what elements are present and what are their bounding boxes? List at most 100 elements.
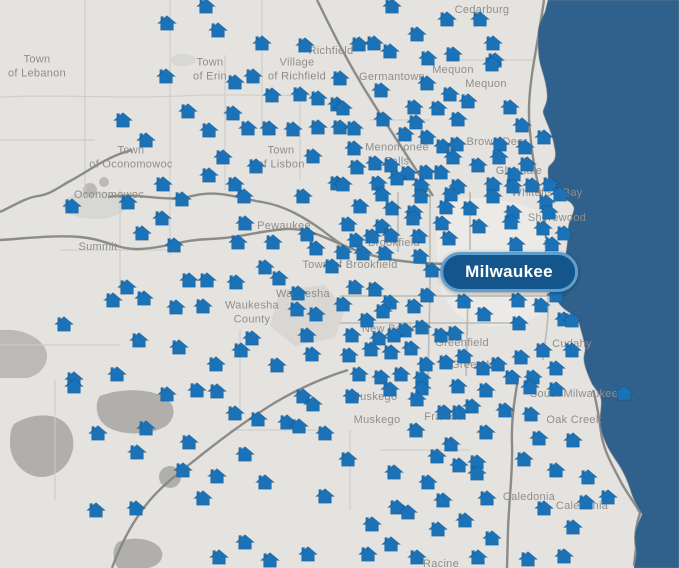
house-marker[interactable] [263, 233, 283, 250]
house-marker[interactable] [517, 155, 537, 172]
house-marker[interactable] [152, 209, 172, 226]
house-marker[interactable] [187, 381, 207, 398]
house-marker[interactable] [562, 341, 582, 358]
house-marker[interactable] [225, 404, 245, 421]
house-marker[interactable] [362, 515, 382, 532]
house-marker[interactable] [231, 341, 251, 358]
house-marker[interactable] [439, 229, 459, 246]
house-marker[interactable] [448, 377, 468, 394]
house-marker[interactable] [540, 175, 560, 192]
house-marker[interactable] [255, 258, 275, 275]
house-marker[interactable] [578, 468, 598, 485]
house-marker[interactable] [404, 297, 424, 314]
house-marker[interactable] [107, 365, 127, 382]
house-marker[interactable] [512, 116, 532, 133]
house-marker[interactable] [333, 175, 353, 192]
house-marker[interactable] [550, 185, 570, 202]
house-marker[interactable] [193, 489, 213, 506]
house-marker[interactable] [54, 315, 74, 332]
house-marker[interactable] [403, 209, 423, 226]
house-marker[interactable] [235, 533, 255, 550]
house-marker[interactable] [333, 243, 353, 260]
house-marker[interactable] [508, 291, 528, 308]
house-marker[interactable] [539, 203, 559, 220]
house-marker[interactable] [213, 148, 233, 165]
house-marker[interactable] [196, 0, 216, 14]
house-marker[interactable] [546, 461, 566, 478]
house-marker[interactable] [381, 535, 401, 552]
house-marker[interactable] [330, 118, 350, 135]
house-marker[interactable] [289, 417, 309, 434]
house-marker[interactable] [476, 381, 496, 398]
house-marker[interactable] [460, 199, 480, 216]
house-marker[interactable] [136, 419, 156, 436]
house-marker[interactable] [298, 545, 318, 562]
house-marker[interactable] [428, 520, 448, 537]
house-marker[interactable] [127, 443, 147, 460]
house-marker[interactable] [306, 239, 326, 256]
house-marker[interactable] [225, 73, 245, 90]
house-marker[interactable] [242, 329, 262, 346]
house-marker[interactable] [297, 326, 317, 343]
house-marker[interactable] [384, 463, 404, 480]
house-marker[interactable] [207, 382, 227, 399]
house-marker[interactable] [395, 125, 415, 142]
house-marker[interactable] [364, 34, 384, 51]
house-marker[interactable] [458, 92, 478, 109]
house-marker[interactable] [431, 163, 451, 180]
house-marker[interactable] [562, 311, 582, 328]
house-marker[interactable] [373, 302, 393, 319]
house-marker[interactable] [88, 424, 108, 441]
house-marker[interactable] [295, 36, 315, 53]
house-marker[interactable] [488, 355, 508, 372]
house-marker[interactable] [554, 547, 574, 564]
house-marker[interactable] [350, 197, 370, 214]
house-marker[interactable] [455, 511, 475, 528]
house-marker[interactable] [500, 98, 520, 115]
house-marker[interactable] [474, 305, 494, 322]
house-marker[interactable] [235, 445, 255, 462]
house-marker[interactable] [365, 154, 385, 171]
house-marker[interactable] [449, 403, 469, 420]
house-marker[interactable] [520, 378, 540, 395]
house-marker[interactable] [417, 286, 437, 303]
house-marker[interactable] [113, 111, 133, 128]
house-marker[interactable] [373, 110, 393, 127]
house-marker[interactable] [179, 271, 199, 288]
house-marker[interactable] [255, 473, 275, 490]
house-marker[interactable] [529, 429, 549, 446]
house-marker[interactable] [243, 67, 263, 84]
house-marker[interactable] [346, 231, 366, 248]
house-marker[interactable] [288, 284, 308, 301]
house-marker[interactable] [441, 435, 461, 452]
house-marker[interactable] [178, 102, 198, 119]
house-marker[interactable] [449, 456, 469, 473]
house-marker[interactable] [502, 368, 522, 385]
house-marker[interactable] [501, 213, 521, 230]
house-marker[interactable] [382, 0, 402, 14]
house-marker[interactable] [391, 365, 411, 382]
house-marker[interactable] [302, 345, 322, 362]
house-marker[interactable] [495, 401, 515, 418]
house-marker[interactable] [330, 69, 350, 86]
house-marker[interactable] [199, 121, 219, 138]
house-marker[interactable] [306, 305, 326, 322]
house-marker[interactable] [179, 433, 199, 450]
house-marker[interactable] [404, 98, 424, 115]
house-marker[interactable] [347, 158, 367, 175]
house-marker[interactable] [467, 464, 487, 481]
house-marker[interactable] [521, 405, 541, 422]
milwaukee-city-pill[interactable]: Milwaukee [440, 252, 578, 292]
house-marker[interactable] [443, 45, 463, 62]
house-marker[interactable] [411, 187, 431, 204]
house-marker[interactable] [303, 395, 323, 412]
house-marker[interactable] [153, 175, 173, 192]
house-marker[interactable] [514, 450, 534, 467]
house-marker[interactable] [406, 421, 426, 438]
house-marker[interactable] [534, 499, 554, 516]
house-marker[interactable] [262, 86, 282, 103]
house-marker[interactable] [468, 548, 488, 565]
house-marker[interactable] [371, 81, 391, 98]
house-marker[interactable] [409, 227, 429, 244]
